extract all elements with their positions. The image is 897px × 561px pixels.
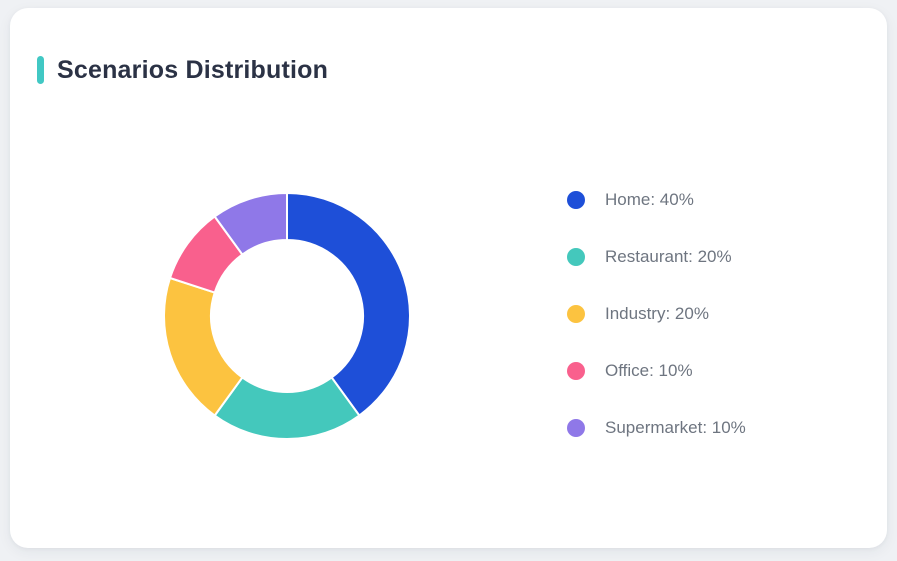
legend-item-home[interactable]: Home: 40%	[567, 186, 746, 214]
donut-slice-supermarket[interactable]	[213, 192, 288, 256]
card-header: Scenarios Distribution	[37, 54, 328, 86]
legend-label-supermarket: Supermarket: 10%	[605, 418, 746, 437]
chart-legend: Home: 40% Restaurant: 20% Industry: 20% …	[567, 186, 746, 442]
donut-slice-industry[interactable]	[163, 276, 244, 417]
legend-swatch-office	[567, 362, 585, 380]
legend-item-restaurant[interactable]: Restaurant: 20%	[567, 243, 746, 271]
legend-swatch-home	[567, 191, 585, 209]
legend-label-restaurant: Restaurant: 20%	[605, 247, 732, 266]
legend-swatch-supermarket	[567, 419, 585, 437]
donut-slice-home[interactable]	[286, 192, 411, 417]
legend-label-home: Home: 40%	[605, 190, 694, 209]
donut-chart	[162, 191, 412, 441]
legend-label-industry: Industry: 20%	[605, 304, 709, 323]
legend-swatch-industry	[567, 305, 585, 323]
legend-label-office: Office: 10%	[605, 361, 693, 380]
legend-item-supermarket[interactable]: Supermarket: 10%	[567, 414, 746, 442]
page-title: Scenarios Distribution	[57, 56, 329, 84]
legend-swatch-restaurant	[567, 248, 585, 266]
scenarios-distribution-card: Scenarios Distribution Home: 40% Restaur…	[10, 8, 887, 548]
legend-item-office[interactable]: Office: 10%	[567, 357, 746, 385]
legend-item-industry[interactable]: Industry: 20%	[567, 300, 746, 328]
donut-chart-svg	[163, 192, 411, 440]
title-accent-bar	[37, 56, 44, 84]
